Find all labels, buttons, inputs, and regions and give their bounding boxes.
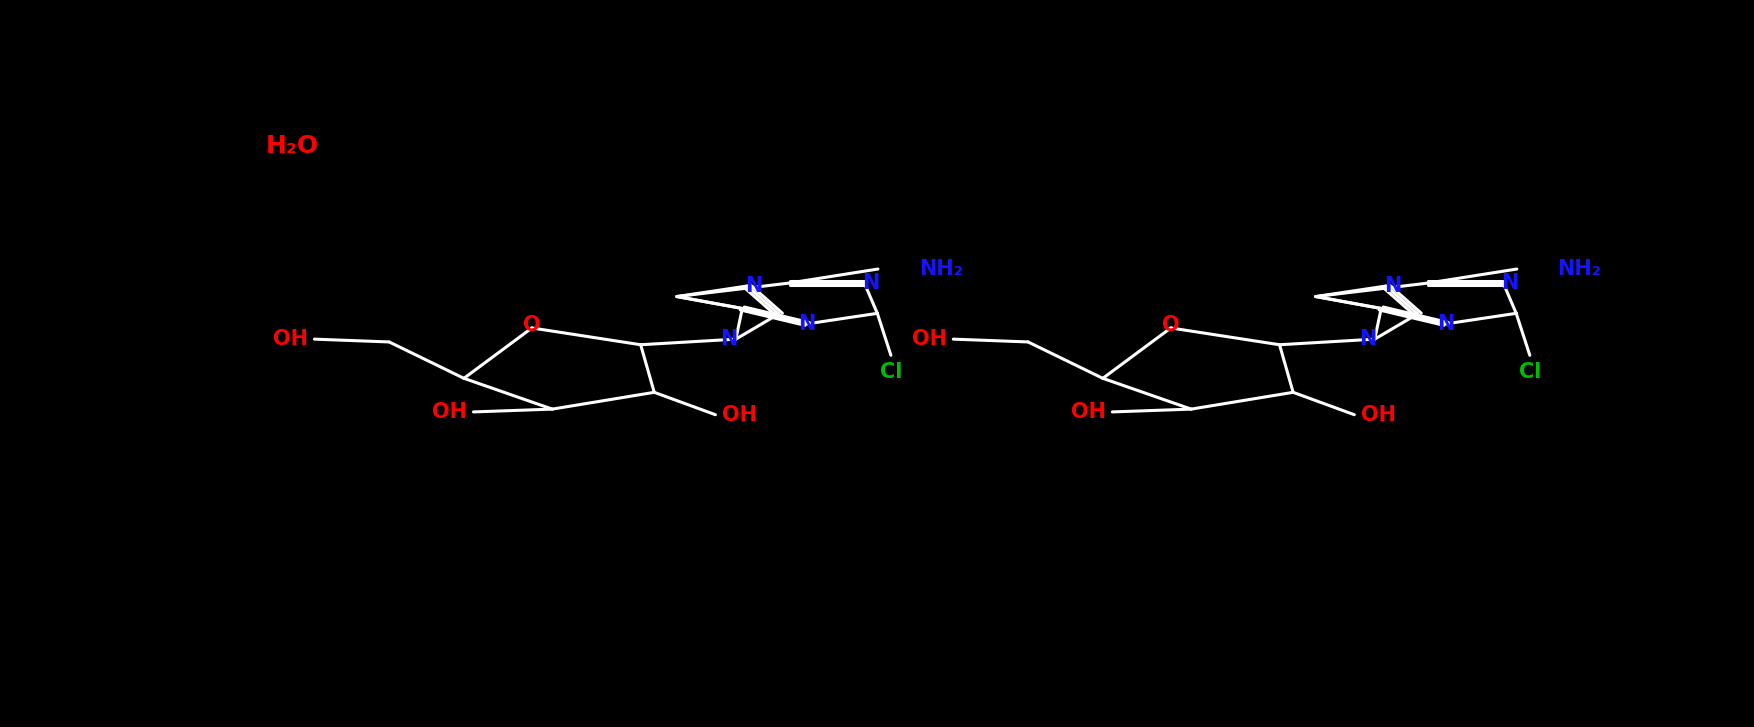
Text: NH₂: NH₂: [919, 259, 963, 279]
Text: H₂O: H₂O: [265, 134, 319, 158]
Text: O: O: [523, 315, 540, 335]
Text: N: N: [798, 314, 816, 334]
Text: OH: OH: [1070, 402, 1105, 422]
Text: N: N: [863, 273, 881, 293]
Text: OH: OH: [723, 405, 758, 425]
Text: O: O: [1161, 315, 1180, 335]
Text: OH: OH: [912, 329, 947, 349]
Text: N: N: [721, 329, 738, 349]
Text: OH: OH: [431, 402, 467, 422]
Text: OH: OH: [1361, 405, 1396, 425]
Text: N: N: [1501, 273, 1519, 293]
Text: Cl: Cl: [1519, 362, 1542, 382]
Text: N: N: [1359, 329, 1377, 349]
Text: N: N: [745, 276, 763, 296]
Text: Cl: Cl: [881, 362, 902, 382]
Text: NH₂: NH₂: [1558, 259, 1601, 279]
Text: N: N: [1437, 314, 1454, 334]
Text: N: N: [1384, 276, 1401, 296]
Text: OH: OH: [272, 329, 307, 349]
